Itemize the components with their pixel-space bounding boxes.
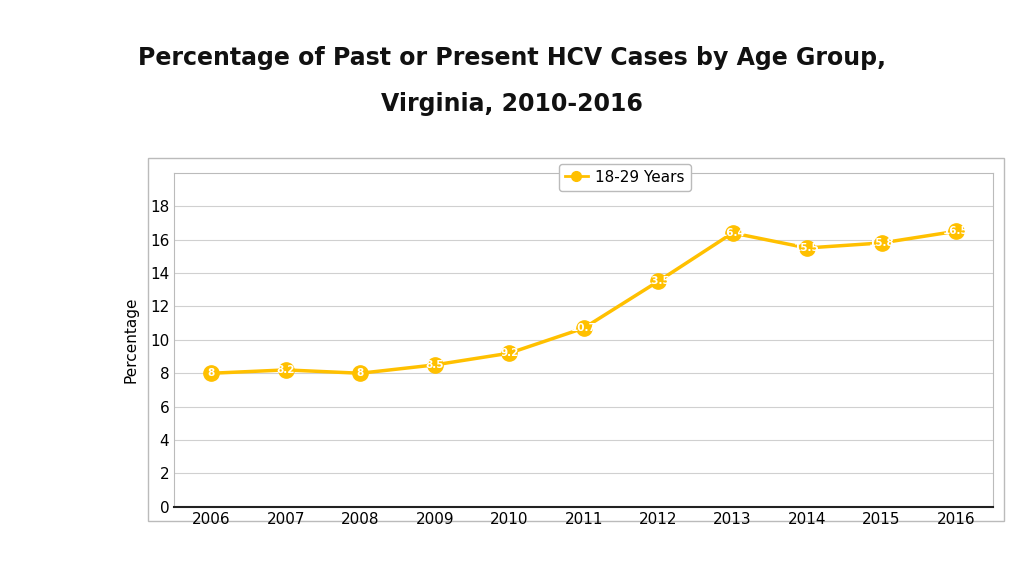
Text: 16.4: 16.4 (720, 228, 745, 238)
Text: 8: 8 (356, 368, 364, 378)
Text: Virginia, 2010-2016: Virginia, 2010-2016 (381, 92, 643, 116)
Text: 15.8: 15.8 (868, 238, 894, 248)
Text: 10.7: 10.7 (570, 323, 597, 333)
Y-axis label: Percentage: Percentage (124, 297, 138, 383)
Text: 8.5: 8.5 (426, 360, 444, 370)
Text: 15.5: 15.5 (795, 243, 820, 253)
Text: Percentage of Past or Present HCV Cases by Age Group,: Percentage of Past or Present HCV Cases … (138, 46, 886, 70)
Text: 9.2: 9.2 (500, 348, 518, 358)
Text: 16.5: 16.5 (943, 226, 969, 236)
Text: 8.2: 8.2 (276, 365, 295, 375)
Text: 8: 8 (208, 368, 215, 378)
Legend: 18-29 Years: 18-29 Years (558, 164, 691, 191)
Text: 13.5: 13.5 (645, 276, 671, 286)
